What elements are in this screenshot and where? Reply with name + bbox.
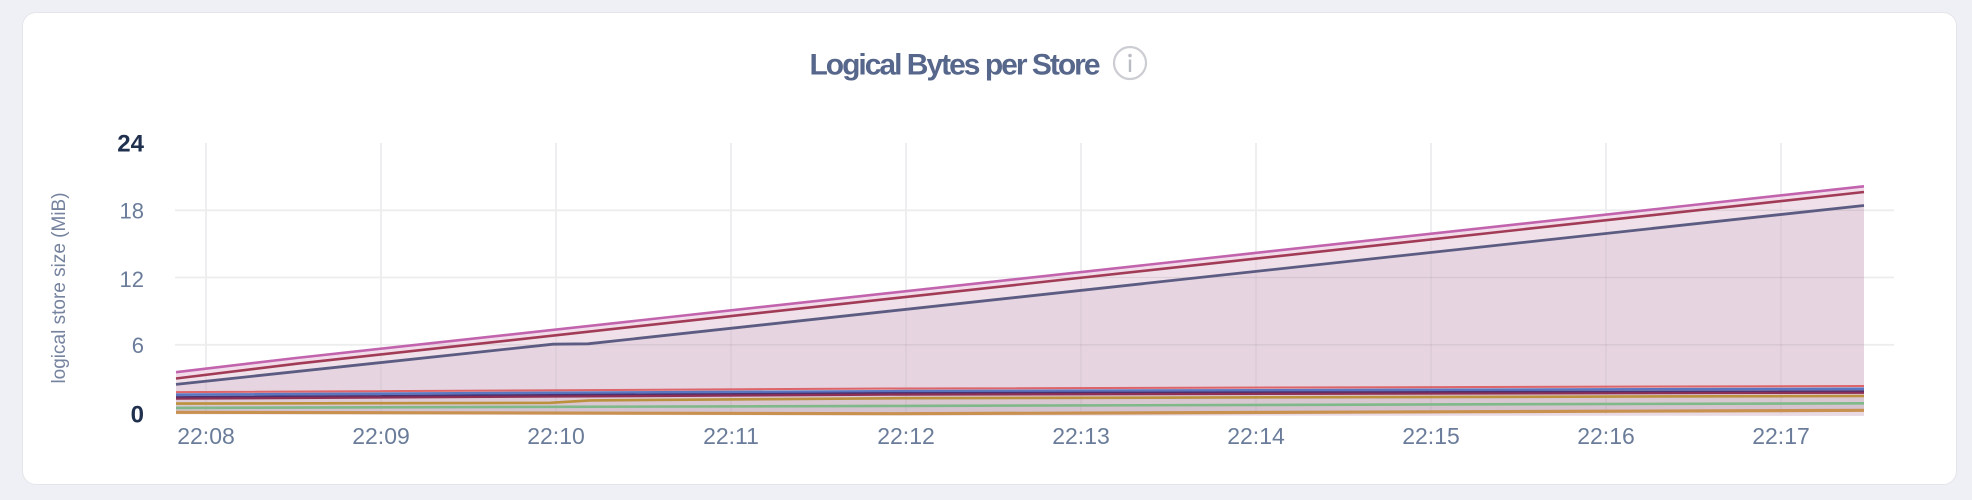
svg-text:logical store size (MiB): logical store size (MiB) [49,192,70,383]
svg-text:22:08: 22:08 [177,423,235,449]
svg-text:Logical Bytes per Store: Logical Bytes per Store [809,49,1099,82]
svg-text:12: 12 [120,267,144,292]
svg-text:22:14: 22:14 [1227,423,1285,449]
svg-text:22:09: 22:09 [352,423,410,449]
svg-text:22:13: 22:13 [1052,423,1110,449]
svg-text:22:15: 22:15 [1402,423,1460,449]
svg-text:22:16: 22:16 [1577,423,1635,449]
svg-text:18: 18 [120,199,144,224]
svg-text:22:11: 22:11 [703,423,759,449]
svg-text:0: 0 [131,401,144,428]
svg-text:6: 6 [132,333,144,358]
svg-text:22:10: 22:10 [527,423,585,449]
svg-text:24: 24 [117,131,144,158]
svg-text:22:17: 22:17 [1752,423,1810,449]
svg-text:22:12: 22:12 [877,423,935,449]
